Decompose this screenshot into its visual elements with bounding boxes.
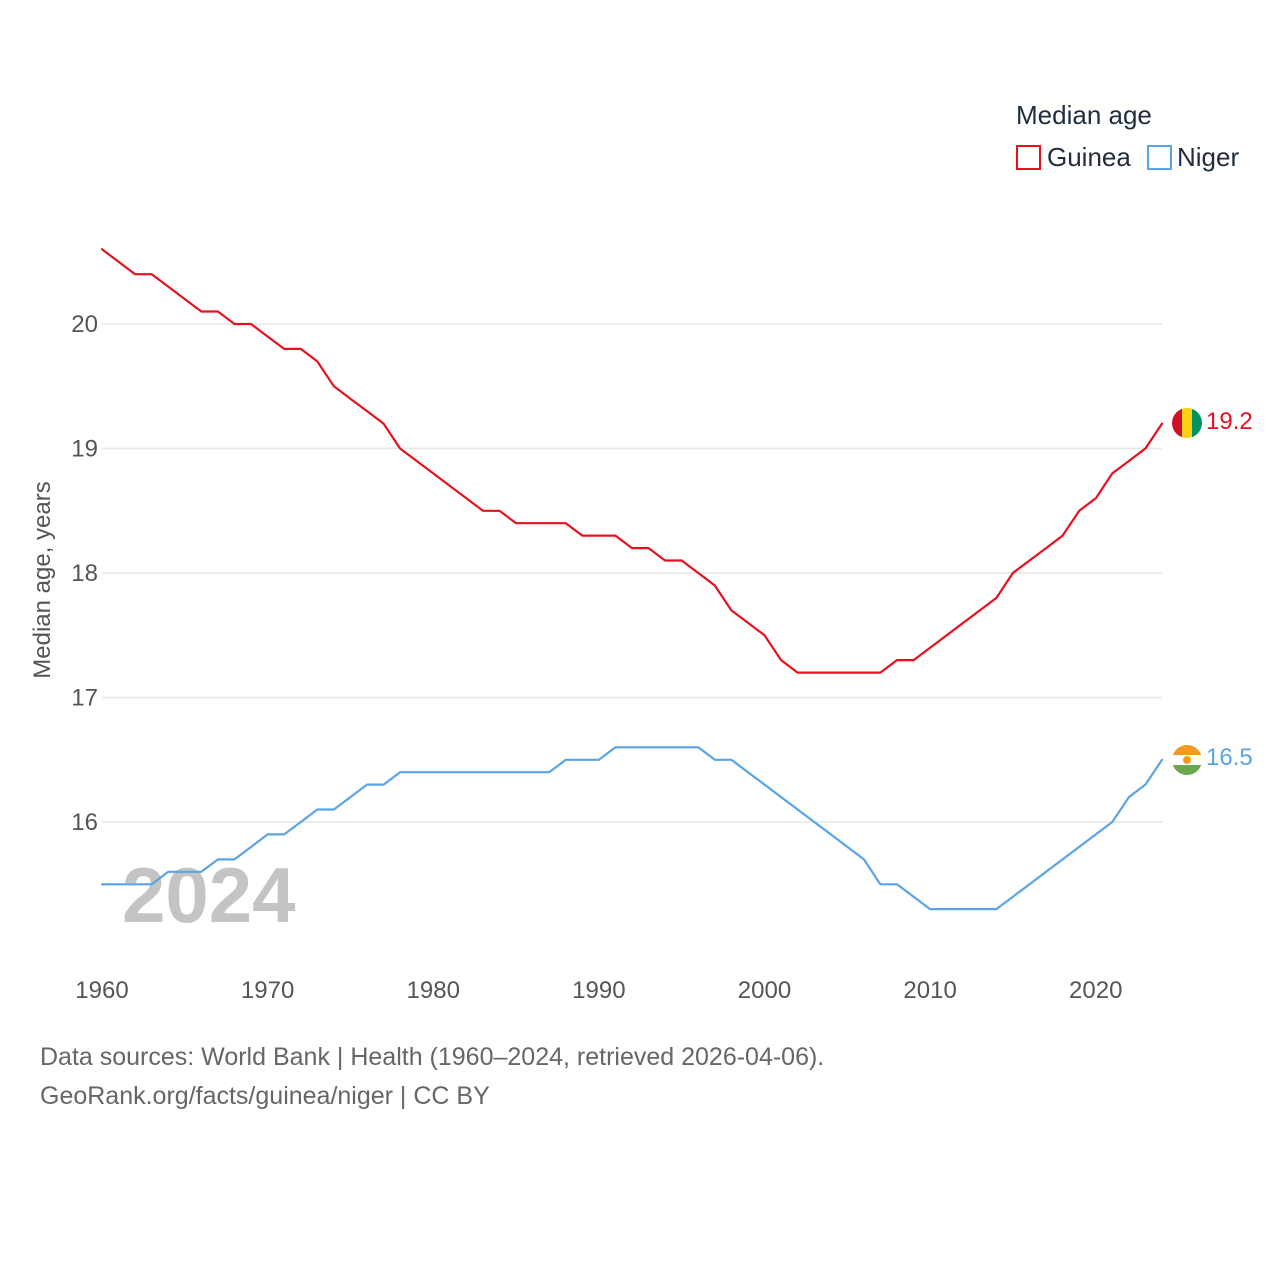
end-label-guinea: 19.2 xyxy=(1206,408,1253,435)
series-lines xyxy=(100,248,1164,911)
series-line-guinea[interactable] xyxy=(100,248,1164,674)
series-end-markers: 19.2 16.5 xyxy=(1172,408,1253,775)
legend-title: Median age xyxy=(1016,100,1152,130)
year-watermark-group: 2024 xyxy=(122,851,296,939)
grid xyxy=(102,323,1162,823)
x-tick-label-1970: 1970 xyxy=(241,977,294,1004)
y-tick-label-18: 18 xyxy=(71,560,98,587)
credit-note: GeoRank.org/facts/guinea/niger | CC BY xyxy=(40,1082,490,1110)
x-tick-label-2000: 2000 xyxy=(738,977,791,1004)
series-line-niger[interactable] xyxy=(100,746,1164,911)
legend-label-niger: Niger xyxy=(1177,142,1239,172)
y-axis-ticks: 16 17 18 19 20 xyxy=(71,311,98,836)
legend: Median age Guinea Niger xyxy=(1016,100,1239,172)
y-axis-title: Median age, years xyxy=(29,481,56,678)
x-tick-label-2010: 2010 xyxy=(903,977,956,1004)
x-axis-ticks: 1960 1970 1980 1990 2000 2010 2020 xyxy=(75,977,1122,1004)
x-tick-label-1960: 1960 xyxy=(75,977,128,1004)
data-source-note: Data sources: World Bank | Health (1960–… xyxy=(40,1043,825,1071)
y-tick-label-20: 20 xyxy=(71,311,98,338)
legend-item-guinea[interactable]: Guinea xyxy=(1016,142,1131,172)
chart: 2024 16 17 18 19 20 1960 1970 1980 1990 2000 2010… xyxy=(29,100,1253,1004)
legend-item-niger[interactable]: Niger xyxy=(1147,142,1239,172)
y-tick-label-17: 17 xyxy=(71,685,98,712)
y-tick-label-16: 16 xyxy=(71,809,98,836)
x-tick-label-1990: 1990 xyxy=(572,977,625,1004)
niger-flag-icon xyxy=(1172,745,1202,775)
legend-swatch-guinea xyxy=(1016,145,1041,170)
legend-label-guinea: Guinea xyxy=(1047,142,1131,172)
guinea-flag-icon xyxy=(1172,408,1202,438)
x-tick-label-2020: 2020 xyxy=(1069,977,1122,1004)
end-label-niger: 16.5 xyxy=(1206,744,1253,771)
legend-swatch-niger xyxy=(1147,145,1172,170)
x-tick-label-1980: 1980 xyxy=(407,977,460,1004)
year-watermark: 2024 xyxy=(122,851,296,939)
y-tick-label-19: 19 xyxy=(71,436,98,463)
